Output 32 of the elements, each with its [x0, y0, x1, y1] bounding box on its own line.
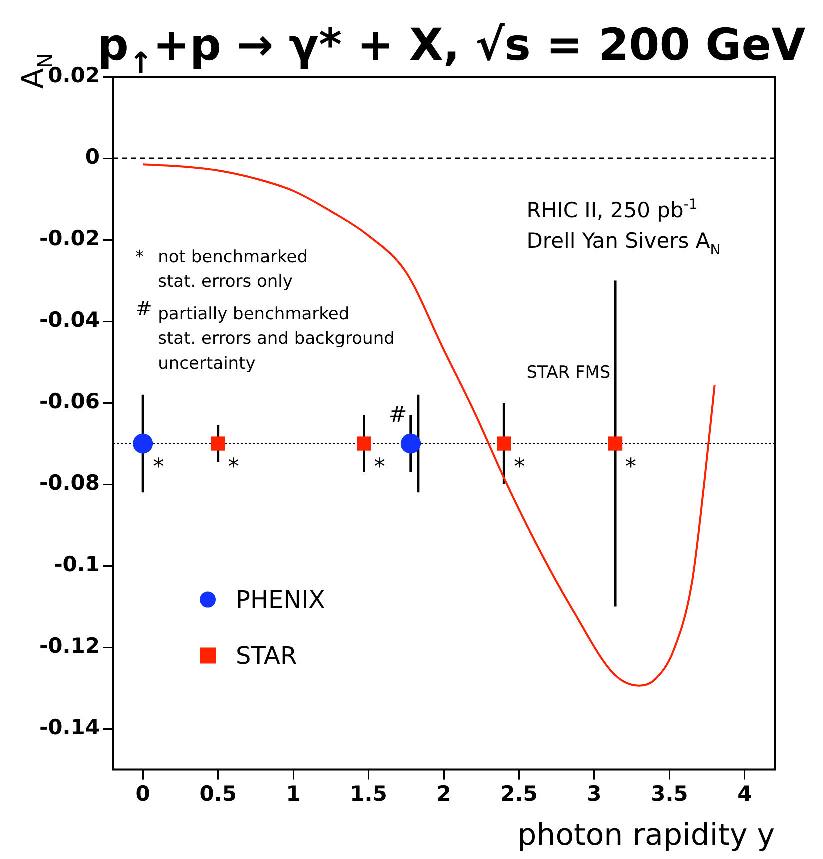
- x-tick-label: 1.5: [350, 782, 388, 806]
- annotation: STAR FMS: [526, 362, 611, 383]
- x-tick-label: 0: [136, 782, 150, 806]
- annotation: *: [228, 454, 240, 480]
- x-axis-title: photon rapidity y: [518, 818, 775, 853]
- y-tick-label: -0.12: [39, 634, 100, 658]
- y-tick-label: -0.06: [39, 389, 100, 414]
- annotation: *: [514, 454, 526, 480]
- y-tick-label: -0.02: [39, 226, 100, 250]
- y-tick-label: -0.08: [39, 470, 100, 495]
- annotation: partially benchmarked stat. errors and background uncertainty: [158, 304, 395, 374]
- y-tick-label: -0.04: [39, 308, 100, 332]
- y-tick-label: 0: [85, 144, 100, 169]
- annotation: *: [136, 247, 144, 268]
- annotation: *: [626, 454, 637, 480]
- legend-label: PHENIX: [236, 586, 326, 614]
- x-tick-label: 0.5: [200, 782, 237, 806]
- annotation: *: [374, 454, 386, 480]
- annotation: not benchmarked stat. errors only: [158, 247, 308, 292]
- annotation: *: [153, 454, 164, 480]
- x-tick-label: 1: [286, 782, 301, 806]
- x-tick-label: 3: [587, 782, 602, 806]
- x-tick-label: 3.5: [651, 782, 688, 806]
- chart-title: p↑+p → γ* + X, √s = 200 GeV: [97, 20, 806, 80]
- annotation: #: [136, 296, 152, 320]
- x-tick-label: 2.5: [500, 782, 538, 806]
- x-tick-label: 2: [436, 782, 452, 806]
- y-tick-label: -0.1: [54, 552, 100, 576]
- annotation: #: [388, 402, 408, 428]
- x-tick-label: 4: [738, 782, 752, 806]
- legend-label: STAR: [236, 642, 298, 670]
- y-tick-label: -0.14: [39, 716, 100, 740]
